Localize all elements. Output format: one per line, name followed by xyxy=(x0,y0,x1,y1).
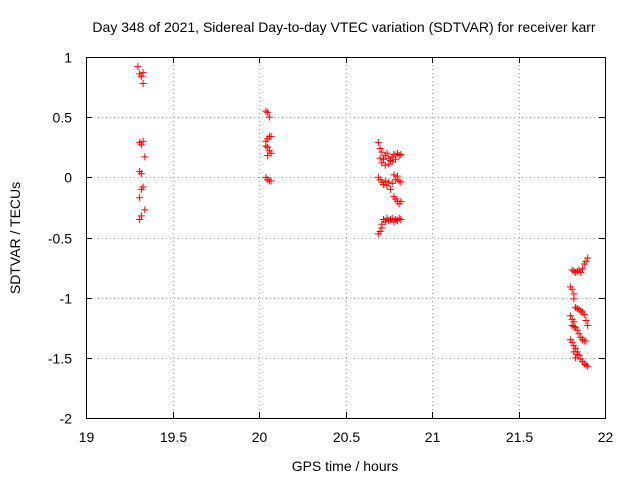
data-point xyxy=(380,181,388,189)
data-point xyxy=(582,258,590,266)
data-point xyxy=(397,215,405,223)
data-point xyxy=(141,153,149,161)
data-point xyxy=(376,154,384,162)
data-point xyxy=(264,143,272,151)
data-point xyxy=(566,312,574,320)
data-point xyxy=(265,113,273,121)
data-point xyxy=(572,344,580,352)
x-axis-label: GPS time / hours xyxy=(292,458,399,474)
data-point xyxy=(134,63,142,71)
data-point xyxy=(580,311,588,319)
data-point xyxy=(139,69,147,77)
data-point xyxy=(136,215,144,223)
data-point xyxy=(579,265,587,273)
y-tick-label: -1 xyxy=(60,291,73,307)
y-tick-label: -0.5 xyxy=(48,231,72,247)
data-point xyxy=(381,161,389,169)
data-point xyxy=(582,337,590,345)
y-tick-label: -2 xyxy=(60,411,73,427)
data-point xyxy=(393,172,401,180)
data-point xyxy=(395,214,403,222)
data-point xyxy=(137,185,145,193)
data-point xyxy=(390,150,398,158)
data-point xyxy=(378,224,386,232)
x-tick-label: 21 xyxy=(425,429,441,445)
data-point xyxy=(137,141,145,149)
x-tick-label: 21.5 xyxy=(506,429,533,445)
data-point xyxy=(390,171,398,179)
y-tick-label: 0.5 xyxy=(53,110,73,126)
data-point xyxy=(137,212,145,220)
data-point xyxy=(570,267,578,275)
data-point xyxy=(568,285,576,293)
data-point xyxy=(584,254,592,262)
data-point xyxy=(397,150,405,158)
data-point xyxy=(392,176,400,184)
y-axis-label: SDTVAR / TECUs xyxy=(7,182,23,294)
data-point xyxy=(262,107,270,115)
data-point xyxy=(570,323,578,331)
data-point xyxy=(575,330,583,338)
data-point xyxy=(388,158,396,166)
data-point xyxy=(381,177,389,185)
y-tick-label: 1 xyxy=(64,50,72,66)
x-tick-label: 20.5 xyxy=(333,429,360,445)
data-point xyxy=(390,193,398,201)
data-point xyxy=(385,178,393,186)
data-point xyxy=(388,179,396,187)
data-point xyxy=(267,132,275,140)
data-point xyxy=(397,197,405,205)
data-point xyxy=(137,72,145,80)
data-point xyxy=(582,361,590,369)
data-point xyxy=(573,326,581,334)
data-point xyxy=(141,206,149,214)
data-point xyxy=(267,149,275,157)
data-point xyxy=(267,177,275,185)
data-points xyxy=(134,63,592,370)
x-tick-label: 19 xyxy=(79,429,95,445)
data-point xyxy=(383,149,391,157)
data-point xyxy=(395,152,403,160)
x-tick-label: 22 xyxy=(598,429,614,445)
data-point xyxy=(374,138,382,146)
data-point xyxy=(568,266,576,274)
data-point xyxy=(264,176,272,184)
data-point xyxy=(395,177,403,185)
data-point xyxy=(383,182,391,190)
data-point xyxy=(397,178,405,186)
x-tick-label: 20 xyxy=(252,429,268,445)
y-tick-label: 0 xyxy=(64,170,72,186)
data-point xyxy=(568,338,576,346)
data-point xyxy=(139,137,147,145)
data-point xyxy=(139,79,147,87)
axis-ticks: 19 19.5 20 20.5 21 21.5 22 1 0.5 0 -0.5 -1 -1.5 -2 xyxy=(48,50,614,446)
data-point xyxy=(582,317,590,325)
data-point xyxy=(137,170,145,178)
data-point xyxy=(264,108,272,116)
data-point xyxy=(386,185,394,193)
data-point xyxy=(376,144,384,152)
chart-title: Day 348 of 2021, Sidereal Day-to-day VTE… xyxy=(92,19,595,35)
data-point xyxy=(136,194,144,202)
data-point xyxy=(376,227,384,235)
data-point xyxy=(386,156,394,164)
grid xyxy=(86,57,605,418)
data-point xyxy=(584,362,592,370)
data-point xyxy=(378,148,386,156)
data-point xyxy=(262,142,270,150)
data-point xyxy=(388,214,396,222)
data-point xyxy=(380,155,388,163)
data-point xyxy=(570,348,578,356)
data-point xyxy=(577,307,585,315)
y-tick-label: -1.5 xyxy=(48,351,72,367)
x-tick-label: 19.5 xyxy=(160,429,187,445)
data-point xyxy=(572,354,580,362)
data-point xyxy=(579,336,587,344)
data-point xyxy=(584,321,592,329)
data-point xyxy=(570,295,578,303)
